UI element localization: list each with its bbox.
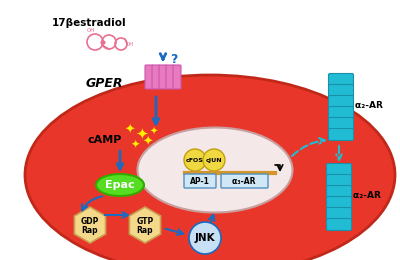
- Text: JNK: JNK: [195, 233, 215, 243]
- Text: GDP: GDP: [81, 217, 99, 225]
- Text: GTP: GTP: [136, 217, 154, 225]
- Text: Rap: Rap: [82, 225, 98, 235]
- Text: Epac: Epac: [105, 180, 135, 190]
- Circle shape: [189, 222, 221, 254]
- Text: cJUN: cJUN: [206, 158, 222, 162]
- Text: ✦: ✦: [125, 124, 135, 136]
- FancyBboxPatch shape: [326, 197, 352, 209]
- Ellipse shape: [138, 127, 292, 212]
- Text: ?: ?: [170, 53, 177, 66]
- FancyBboxPatch shape: [326, 218, 352, 231]
- Text: ✦: ✦: [136, 127, 148, 141]
- FancyBboxPatch shape: [159, 65, 167, 89]
- Circle shape: [203, 149, 225, 171]
- Text: ✦: ✦: [143, 135, 153, 148]
- Text: cAMP: cAMP: [88, 135, 122, 145]
- Text: GPER: GPER: [86, 76, 123, 89]
- FancyBboxPatch shape: [328, 84, 354, 96]
- FancyBboxPatch shape: [166, 65, 174, 89]
- FancyBboxPatch shape: [326, 164, 352, 176]
- FancyBboxPatch shape: [326, 185, 352, 198]
- Text: AP-1: AP-1: [190, 177, 210, 185]
- Text: 17βestradiol: 17βestradiol: [52, 18, 127, 28]
- FancyBboxPatch shape: [326, 207, 352, 219]
- FancyBboxPatch shape: [152, 65, 160, 89]
- FancyBboxPatch shape: [328, 118, 354, 129]
- Text: α₂⁣-AR: α₂⁣-AR: [353, 191, 381, 199]
- FancyBboxPatch shape: [173, 65, 181, 89]
- Circle shape: [184, 149, 206, 171]
- Text: α₃⁣-AR: α₃⁣-AR: [232, 177, 256, 185]
- FancyBboxPatch shape: [328, 128, 354, 140]
- Polygon shape: [130, 207, 160, 243]
- FancyBboxPatch shape: [328, 74, 354, 86]
- FancyBboxPatch shape: [328, 107, 354, 119]
- Text: OH: OH: [126, 42, 134, 47]
- FancyBboxPatch shape: [221, 174, 268, 188]
- FancyBboxPatch shape: [184, 174, 216, 188]
- FancyBboxPatch shape: [326, 174, 352, 186]
- Text: cFOS: cFOS: [186, 158, 204, 162]
- Ellipse shape: [96, 174, 144, 196]
- FancyBboxPatch shape: [145, 65, 153, 89]
- Text: α₂⁣-AR: α₂⁣-AR: [355, 101, 383, 109]
- Polygon shape: [74, 207, 106, 243]
- Text: ✦: ✦: [150, 127, 158, 137]
- Ellipse shape: [25, 75, 395, 260]
- FancyBboxPatch shape: [328, 95, 354, 107]
- Text: ✦: ✦: [130, 140, 140, 150]
- Text: Rap: Rap: [137, 225, 153, 235]
- Text: OH: OH: [87, 28, 95, 33]
